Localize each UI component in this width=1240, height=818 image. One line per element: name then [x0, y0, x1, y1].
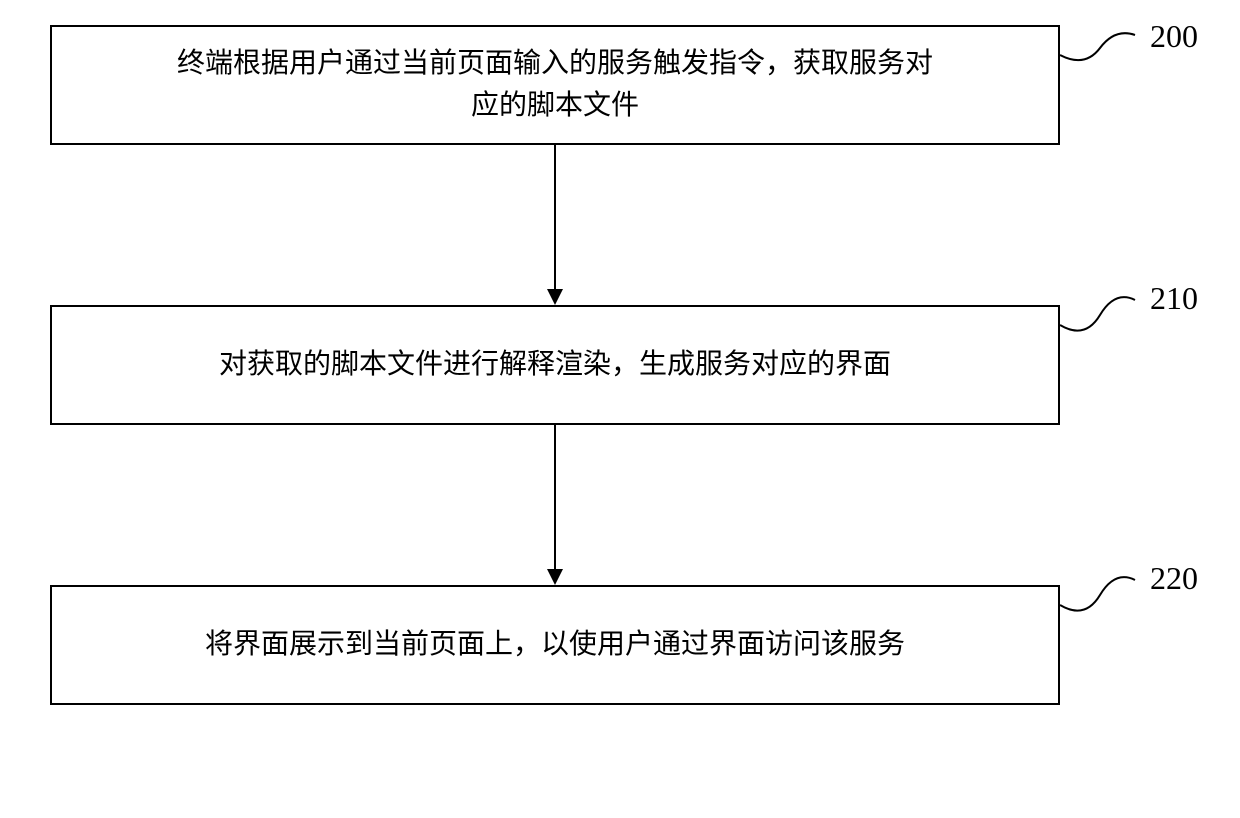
arrow-1-to-2 — [543, 145, 567, 305]
step-1-label: 200 — [1150, 18, 1198, 55]
step-3-label: 220 — [1150, 560, 1198, 597]
step-3-curve-connector — [1060, 560, 1150, 630]
flowchart-step-2: 对获取的脚本文件进行解释渲染，生成服务对应的界面 — [50, 305, 1060, 425]
step-2-label: 210 — [1150, 280, 1198, 317]
step-1-curve-connector — [1060, 18, 1150, 78]
arrow-2-to-3 — [543, 425, 567, 585]
flowchart-step-2-text: 对获取的脚本文件进行解释渲染，生成服务对应的界面 — [219, 344, 891, 386]
flowchart-step-3: 将界面展示到当前页面上，以使用户通过界面访问该服务 — [50, 585, 1060, 705]
flowchart-step-1-text: 终端根据用户通过当前页面输入的服务触发指令，获取服务对 应的脚本文件 — [177, 43, 933, 127]
step1-line1: 终端根据用户通过当前页面输入的服务触发指令，获取服务对 — [177, 48, 933, 79]
flowchart-step-3-text: 将界面展示到当前页面上，以使用户通过界面访问该服务 — [205, 624, 905, 666]
step-2-curve-connector — [1060, 280, 1150, 350]
flowchart-step-1: 终端根据用户通过当前页面输入的服务触发指令，获取服务对 应的脚本文件 — [50, 25, 1060, 145]
step1-line2: 应的脚本文件 — [471, 90, 639, 121]
